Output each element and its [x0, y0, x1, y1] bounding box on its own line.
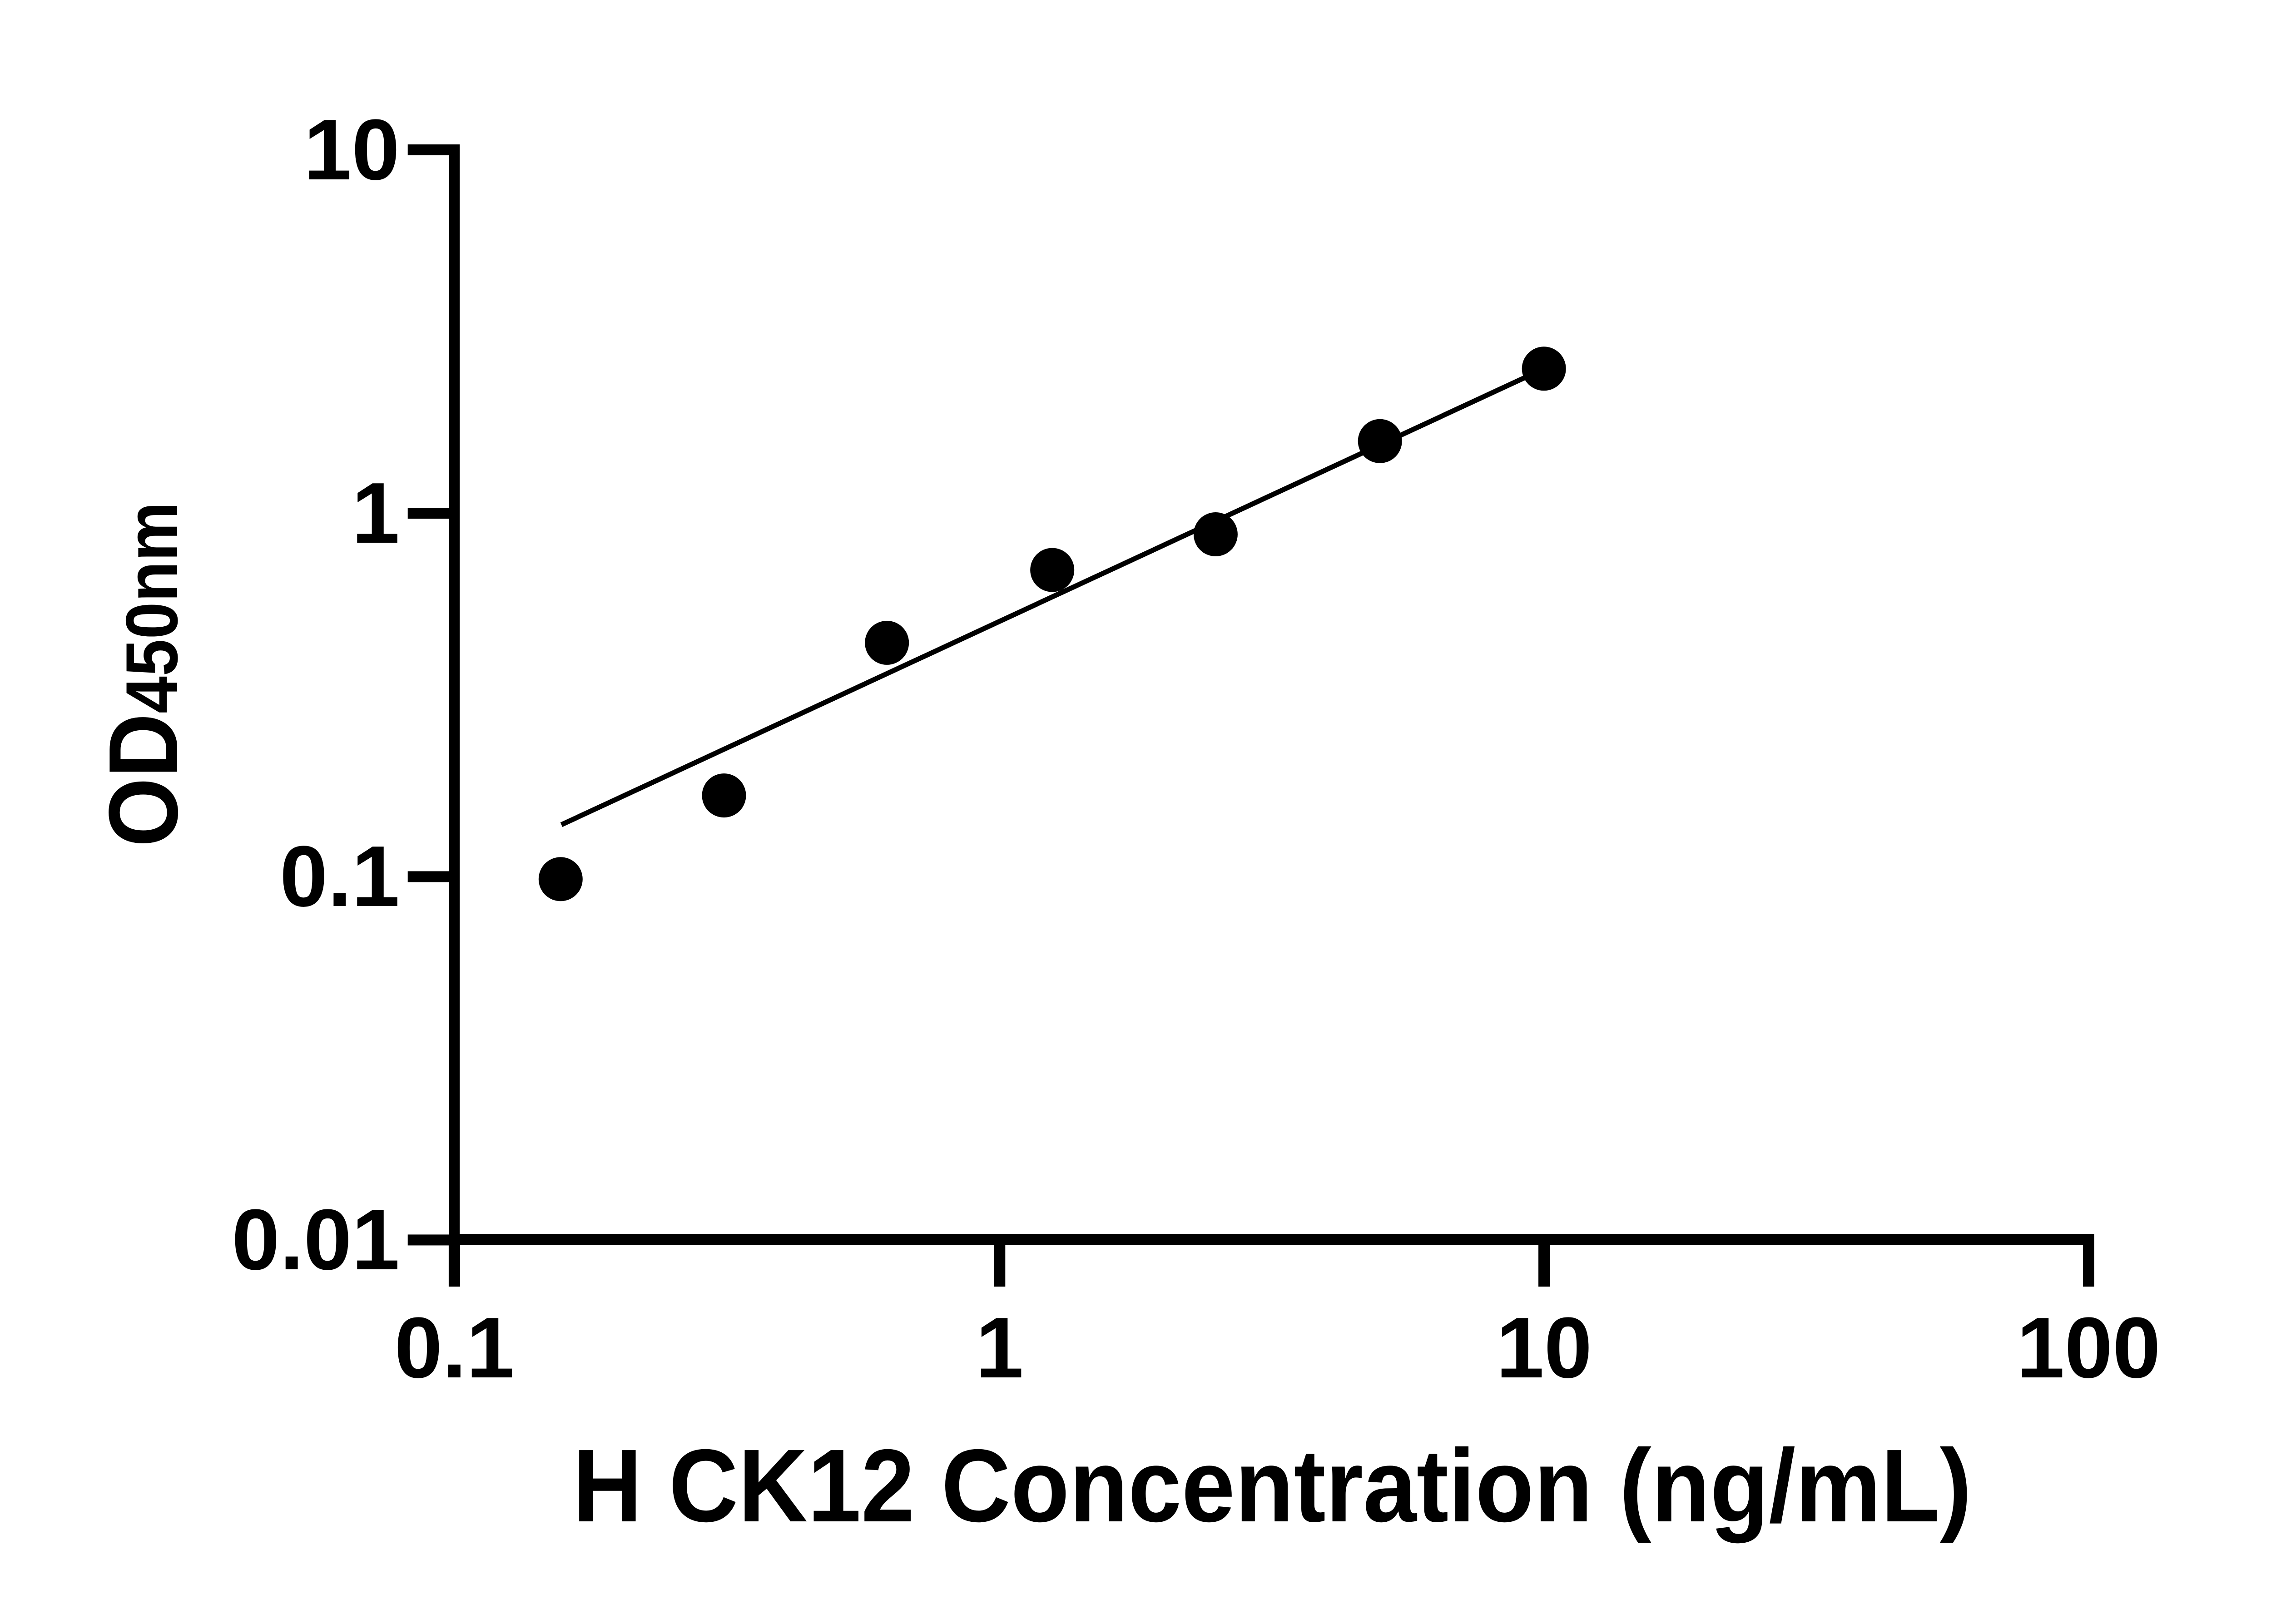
- svg-text:1: 1: [352, 465, 400, 561]
- svg-text:1: 1: [976, 1300, 1024, 1396]
- svg-text:0.1: 0.1: [280, 828, 400, 925]
- svg-text:10: 10: [1496, 1300, 1592, 1396]
- svg-text:H CK12 Concentration (ng/mL): H CK12 Concentration (ng/mL): [573, 1428, 1972, 1544]
- svg-text:0.01: 0.01: [232, 1192, 400, 1288]
- svg-text:10: 10: [304, 102, 400, 198]
- svg-text:0.1: 0.1: [394, 1300, 514, 1396]
- svg-text:100: 100: [2017, 1300, 2161, 1396]
